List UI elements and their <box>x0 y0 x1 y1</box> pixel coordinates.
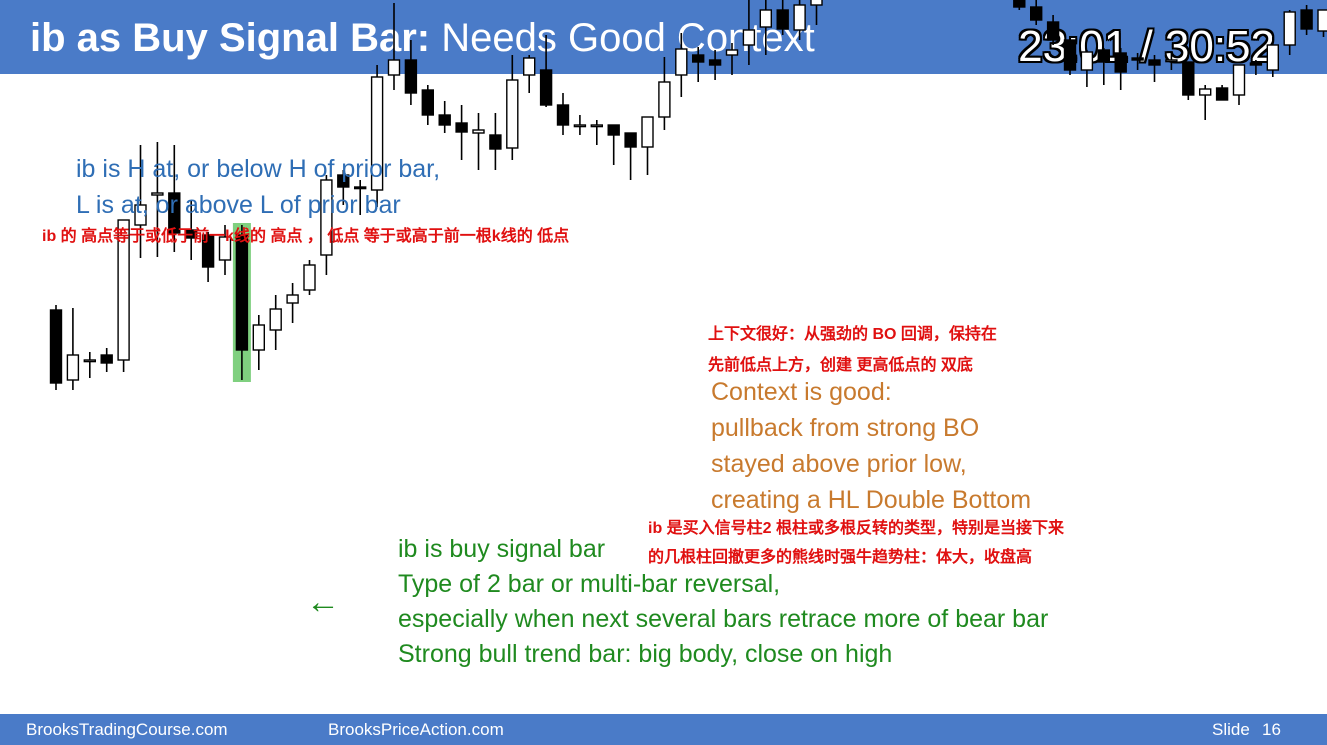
bear-candle-body <box>539 69 553 106</box>
bear-candle-body <box>49 309 63 384</box>
bear-candle-body <box>1215 87 1229 101</box>
bull-candle-body <box>793 4 806 31</box>
context-chinese-line1: 上下文很好：从强劲的 BO 回调，保持在 <box>708 326 997 343</box>
bear-candle-body <box>1097 49 1111 63</box>
bear-candle-body <box>100 354 113 364</box>
bull-candle-body <box>1317 9 1327 32</box>
bull-candle-body <box>573 124 587 128</box>
bull-candle-body <box>1080 51 1094 71</box>
bear-candle-body <box>1063 39 1077 71</box>
bull-candle-body <box>370 76 384 191</box>
signal-line4: Strong bull trend bar: big body, close o… <box>398 640 893 668</box>
bull-candle-body <box>252 324 266 351</box>
bull-candle-body <box>83 359 97 363</box>
context-line1: Context is good: <box>711 378 892 406</box>
bear-candle-body <box>354 186 367 190</box>
signal-line1: ib is buy signal bar <box>398 535 606 563</box>
bear-candle-body <box>168 192 181 234</box>
bear-candle-body <box>1013 0 1026 8</box>
signal-line2: Type of 2 bar or multi-bar reversal, <box>398 570 781 598</box>
bull-candle-body <box>1165 59 1178 63</box>
context-line4: creating a HL Double Bottom <box>711 486 1032 514</box>
bull-candle-body <box>303 264 316 291</box>
title-bold-part: ib as Buy Signal Bar: <box>30 16 431 60</box>
bull-candle-body <box>151 192 164 196</box>
bear-candle-body <box>1046 21 1060 41</box>
signal-chinese-line1: ib 是买入信号柱2 根柱或多根反转的类型，特别是当接下来 <box>648 520 1065 537</box>
bull-candle-body <box>725 49 739 56</box>
bear-candle-body <box>692 54 705 63</box>
bull-candle-body <box>641 116 654 148</box>
bear-candle-body <box>438 114 451 126</box>
bear-candle-body <box>1114 52 1127 73</box>
bull-candle-body <box>1266 44 1280 71</box>
footer-center-link[interactable]: BrooksPriceAction.com <box>328 720 504 739</box>
bull-candle-body <box>320 179 333 256</box>
bear-candle-body <box>235 234 249 351</box>
bull-candle-body <box>218 236 232 261</box>
bull-candle-body <box>810 0 823 6</box>
bull-candle-body <box>675 48 688 76</box>
bear-candle-body <box>421 89 434 116</box>
bull-candle-body <box>742 29 756 46</box>
bear-candle-body <box>184 229 198 239</box>
bull-candle-body <box>523 57 536 76</box>
bull-candle-body <box>1283 11 1296 46</box>
bear-candle-body <box>1131 57 1144 61</box>
bull-candle-body <box>387 59 401 76</box>
context-line3: stayed above prior low, <box>711 450 967 478</box>
bear-candle-body <box>624 132 637 148</box>
signal-chinese-line2: 的几根柱回撤更多的熊线时强牛趋势柱：体大，收盘高 <box>648 549 1033 566</box>
bear-candle-body <box>1249 62 1263 66</box>
bull-candle-body <box>66 354 80 381</box>
bear-candle-body <box>404 59 418 94</box>
slide-number: 16 <box>1262 720 1281 739</box>
arrow-left-icon: ← <box>306 583 340 621</box>
bull-candle-body <box>506 79 519 149</box>
bear-candle-body <box>1029 6 1043 21</box>
bear-candle-body <box>201 234 215 268</box>
bull-candle-body <box>658 81 671 118</box>
bear-candle-body <box>1182 61 1195 96</box>
bear-candle-body <box>607 124 620 136</box>
bull-candle-body <box>759 9 772 28</box>
footer-bar: BrooksTradingCourse.com BrooksPriceActio… <box>0 714 1327 745</box>
bear-candle-body <box>489 134 502 150</box>
bear-candle-body <box>1148 59 1161 66</box>
bear-candle-body <box>708 59 722 66</box>
bull-candle-body <box>590 124 603 128</box>
bear-candle-body <box>776 9 789 30</box>
context-chinese-line2: 先前低点上方，创建 更高低点的 双底 <box>708 357 973 374</box>
ib-definition-chinese: ib 的 高点等于或低于前一k线的 高点 ， 低点 等于或高于前一根k线的 低点 <box>42 228 570 245</box>
title-bar: ib as Buy Signal Bar: Needs Good Context… <box>0 0 1327 74</box>
bull-candle-body <box>117 219 130 361</box>
slide-label: Slide <box>1212 720 1250 739</box>
bull-candle-body <box>286 294 299 304</box>
video-timer: 23:01 / 30:52 <box>1018 22 1275 71</box>
ib-definition-line2: L is at, or above L of prior bar <box>76 191 401 219</box>
bear-candle-body <box>337 174 350 188</box>
bull-candle-body <box>1232 64 1246 96</box>
context-line2: pullback from strong BO <box>711 414 980 442</box>
footer-left-link[interactable]: BrooksTradingCourse.com <box>26 720 228 739</box>
bull-candle-body <box>1198 88 1212 96</box>
bull-candle-body <box>134 204 147 226</box>
candles-group <box>49 0 1327 390</box>
bear-candle-body <box>556 104 570 126</box>
signal-line3: especially when next several bars retrac… <box>398 605 1049 633</box>
bull-candle-body <box>472 129 485 134</box>
ib-definition-line1: ib is H at, or below H of prior bar, <box>76 155 441 183</box>
bull-candle-body <box>269 308 282 331</box>
bear-candle-body <box>1300 9 1313 30</box>
bear-candle-body <box>455 122 468 133</box>
